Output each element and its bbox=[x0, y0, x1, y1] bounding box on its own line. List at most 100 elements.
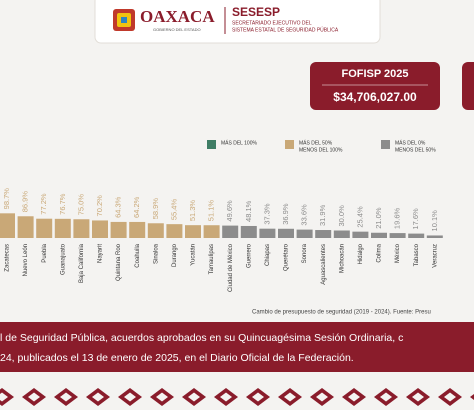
category-label: Michoacán bbox=[339, 244, 345, 273]
category-label: Nuevo León bbox=[23, 244, 29, 276]
value-label: 31.9% bbox=[318, 204, 327, 226]
fund-box bbox=[310, 62, 440, 110]
bar bbox=[296, 229, 313, 238]
bar bbox=[17, 216, 34, 238]
logo-mark-core bbox=[121, 17, 127, 23]
org-subtitle: SECRETARIADO EJECUTIVO DEL bbox=[232, 20, 312, 26]
category-label: Durango bbox=[172, 243, 178, 267]
value-label: 30.0% bbox=[337, 205, 346, 227]
category-label: Puebla bbox=[42, 243, 48, 262]
pattern-diamond-inner bbox=[188, 392, 200, 402]
pattern-diamond-inner bbox=[92, 392, 104, 402]
value-label: 64.3% bbox=[114, 196, 123, 218]
value-label: 19.6% bbox=[393, 208, 402, 230]
pattern-diamond-inner bbox=[252, 392, 264, 402]
value-label: 75.0% bbox=[76, 194, 85, 216]
legend-label: MÁS DEL 50% bbox=[299, 139, 333, 146]
bar bbox=[73, 219, 90, 238]
category-label: Guerrero bbox=[246, 243, 252, 268]
bar bbox=[185, 225, 201, 238]
value-label: 33.6% bbox=[300, 204, 309, 226]
org-title: SESESP bbox=[232, 5, 280, 19]
category-label: Aguascalientes bbox=[321, 244, 327, 285]
category-label: Colima bbox=[377, 243, 383, 262]
value-label: 37.3% bbox=[262, 203, 271, 225]
fund-amount: $34,706,027.00 bbox=[333, 90, 417, 104]
fund-box-next bbox=[462, 62, 474, 110]
value-label: 70.2% bbox=[95, 195, 104, 217]
legend-label: MÁS DEL 0% bbox=[395, 139, 426, 146]
value-label: 77.2% bbox=[39, 193, 48, 215]
value-label: 10.1% bbox=[430, 210, 439, 232]
chart-note: Cambio de presupuesto de seguridad (2019… bbox=[252, 310, 431, 316]
legend-label: MENOS DEL 100% bbox=[299, 147, 343, 153]
pattern-diamond-inner bbox=[220, 392, 232, 402]
value-label: 21.0% bbox=[374, 207, 383, 229]
legend-label: MÁS DEL 100% bbox=[221, 139, 257, 146]
bar bbox=[408, 233, 425, 238]
pattern-diamond-inner bbox=[284, 392, 296, 402]
bar bbox=[352, 231, 369, 238]
value-label: 58.9% bbox=[151, 198, 160, 220]
bar bbox=[54, 218, 71, 238]
value-label: 86.9% bbox=[21, 191, 30, 213]
pattern-diamond-inner bbox=[316, 392, 328, 402]
value-label: 55.4% bbox=[169, 199, 178, 221]
bar bbox=[240, 225, 257, 238]
pattern-diamond bbox=[470, 394, 474, 400]
pattern-diamond-inner bbox=[412, 392, 424, 402]
logo-title: OAXACA bbox=[140, 7, 215, 26]
header-card bbox=[94, 0, 381, 44]
bar bbox=[0, 213, 15, 238]
bar bbox=[36, 218, 53, 238]
decorative-border bbox=[0, 388, 474, 406]
pattern-diamond-inner bbox=[380, 392, 392, 402]
value-label: 48.1% bbox=[244, 200, 253, 222]
logo-subtitle: GOBIERNO DEL ESTADO bbox=[153, 27, 201, 32]
pattern-diamond-inner bbox=[444, 392, 456, 402]
category-label: Baja California bbox=[79, 243, 85, 283]
category-label: Guanajuato bbox=[60, 243, 66, 275]
bar bbox=[315, 230, 332, 238]
pattern-diamond-inner bbox=[28, 392, 40, 402]
category-label: Zacatecas bbox=[5, 244, 11, 272]
category-label: Hidalgo bbox=[358, 243, 364, 264]
category-label: Sinaloa bbox=[153, 243, 159, 264]
category-label: Tabasco bbox=[414, 243, 420, 266]
footer-text: 24, publicados el 13 de enero de 2025, e… bbox=[0, 352, 354, 364]
bar bbox=[426, 235, 443, 238]
value-label: 51.1% bbox=[207, 200, 216, 222]
category-label: Sonora bbox=[302, 243, 308, 263]
bar bbox=[203, 225, 220, 238]
category-label: México bbox=[395, 243, 401, 263]
value-label: 64.2% bbox=[132, 196, 141, 218]
bar bbox=[222, 225, 239, 238]
pattern-diamond-inner bbox=[60, 392, 72, 402]
bar bbox=[147, 223, 164, 238]
legend-swatch bbox=[285, 140, 294, 149]
legend-label: MENOS DEL 50% bbox=[395, 147, 436, 153]
bar bbox=[166, 224, 183, 238]
category-label: Yucatán bbox=[191, 244, 197, 266]
category-label: Nayarit bbox=[98, 244, 104, 263]
category-label: Ciudad de México bbox=[228, 243, 234, 292]
category-label: Veracruz bbox=[432, 244, 438, 268]
footer-text: l de Seguridad Pública, acuerdos aprobad… bbox=[0, 332, 403, 344]
value-label: 36.9% bbox=[281, 203, 290, 225]
bar bbox=[278, 228, 294, 238]
bar bbox=[129, 221, 146, 238]
bar bbox=[259, 228, 276, 238]
category-label: Chiapas bbox=[265, 244, 271, 266]
pattern-diamond-inner bbox=[0, 392, 8, 402]
value-label: 76.7% bbox=[58, 193, 67, 215]
legend-swatch bbox=[207, 140, 216, 149]
bar bbox=[110, 221, 127, 238]
bar bbox=[92, 220, 108, 238]
category-label: Tamaulipas bbox=[209, 244, 215, 274]
fund-title: FOFISP 2025 bbox=[341, 68, 408, 80]
bar bbox=[371, 232, 387, 238]
pattern-diamond-inner bbox=[124, 392, 136, 402]
value-label: 25.4% bbox=[355, 206, 364, 228]
